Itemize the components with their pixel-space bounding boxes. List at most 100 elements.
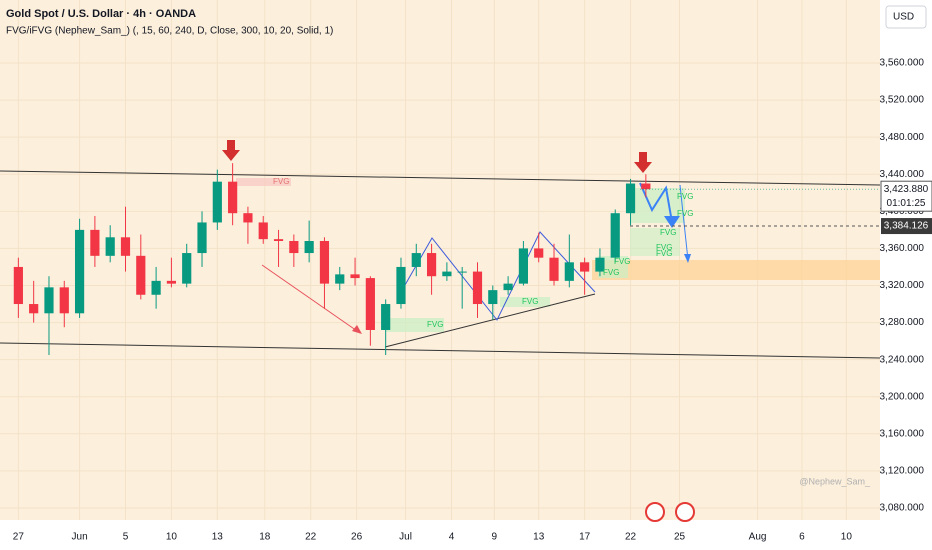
candle-body <box>625 183 636 214</box>
candle-body <box>426 253 437 277</box>
annotation: FVG <box>660 228 676 237</box>
x-tick-label: 10 <box>841 532 853 543</box>
fvg-zone <box>598 256 628 278</box>
x-tick-label: 4 <box>449 532 455 543</box>
zigzag <box>404 231 596 321</box>
y-tick-label: 3,480.000 <box>880 132 925 143</box>
candle-body <box>488 290 498 305</box>
candle-body <box>273 239 284 241</box>
candle-body <box>90 229 100 256</box>
candle-body <box>335 274 345 284</box>
x-tick-label: 10 <box>166 532 178 543</box>
countdown: 01:01:25 <box>887 198 926 209</box>
candle-body <box>105 237 115 256</box>
y-tick-label: 3,440.000 <box>880 169 925 180</box>
candle-body <box>44 287 54 314</box>
candle-body <box>319 240 330 284</box>
candle-body <box>258 222 268 240</box>
candle-body <box>610 213 620 258</box>
indicator: FVG/iFVG (Nephew_Sam_) (, 15, 60, 240, D… <box>6 26 333 37</box>
down-arrow <box>634 152 652 173</box>
x-tick-label: 6 <box>799 532 805 543</box>
x-tick-label: 13 <box>533 532 545 543</box>
last-price-label: 3,423.880 <box>884 184 929 195</box>
candle-body <box>641 183 651 190</box>
candle-body <box>228 181 238 214</box>
x-tick-label: 18 <box>259 532 271 543</box>
annotation: FVG <box>677 209 693 218</box>
candle-body <box>243 213 253 223</box>
x-tick-label: Jul <box>399 532 412 543</box>
annotation: FVG <box>677 192 693 201</box>
event-icon[interactable] <box>645 502 665 522</box>
fvg-zone <box>630 228 680 256</box>
candle-body <box>289 240 299 254</box>
candle-body <box>472 271 483 305</box>
x-tick-label: 5 <box>123 532 129 543</box>
candle-body <box>442 271 452 277</box>
x-tick-label: 22 <box>305 532 317 543</box>
candle-body <box>518 248 528 284</box>
candle-body <box>457 271 467 273</box>
candle-body <box>534 248 544 258</box>
annotation: FVG <box>522 297 538 306</box>
y-tick-label: 3,360.000 <box>880 243 925 254</box>
candle-body <box>350 274 360 279</box>
fvg-zone <box>386 318 444 332</box>
candle-body <box>396 266 406 305</box>
candle-body <box>151 280 161 295</box>
y-tick-label: 3,240.000 <box>880 354 925 365</box>
arrow <box>679 184 689 261</box>
candle-body <box>411 253 421 267</box>
down-arrow <box>222 140 240 161</box>
y-tick-label: 3,120.000 <box>880 466 925 477</box>
candle-body <box>136 255 146 295</box>
x-tick-label: 13 <box>212 532 224 543</box>
x-tick-label: 22 <box>625 532 637 543</box>
annotation: FVG <box>614 257 630 266</box>
candle-body <box>212 181 222 223</box>
annotation: FVG <box>603 268 619 277</box>
candle-body <box>182 253 192 284</box>
currency-button[interactable] <box>885 5 927 29</box>
x-tick-label: Aug <box>749 532 767 543</box>
annotation: FVG <box>656 243 672 252</box>
event-icon[interactable] <box>675 502 695 522</box>
y-tick-label: 3,160.000 <box>880 428 925 439</box>
arrow-head <box>684 254 691 263</box>
annotation: FVG <box>656 249 672 258</box>
x-tick-label: Jun <box>72 532 88 543</box>
candle-body <box>580 262 590 272</box>
channel-line <box>0 170 881 186</box>
arrow-head <box>664 216 680 228</box>
candle-body <box>59 287 69 314</box>
candle-body <box>197 222 207 254</box>
candle-body <box>74 229 85 314</box>
arrow-head <box>352 325 362 334</box>
y-tick-label: 3,080.000 <box>880 503 925 514</box>
last-price-box <box>880 180 932 212</box>
price-axis <box>880 0 932 550</box>
candle-body <box>166 280 176 284</box>
level-label: 3,384.126 <box>884 221 929 232</box>
x-tick-label: 25 <box>674 532 686 543</box>
y-tick-label: 3,200.000 <box>880 391 925 402</box>
x-tick-label: 26 <box>351 532 363 543</box>
y-tick-label: 3,560.000 <box>880 58 925 69</box>
candle-body <box>503 283 513 291</box>
fvg-zone <box>236 178 291 186</box>
candle-body <box>365 278 375 330</box>
fvg-zone <box>500 297 550 307</box>
candles <box>13 163 651 356</box>
x-tick-label: 9 <box>492 532 498 543</box>
candle-body <box>29 304 39 314</box>
y-tick-label: 3,280.000 <box>880 317 925 328</box>
candle-body <box>304 240 314 254</box>
arrow <box>261 264 361 334</box>
time-axis <box>0 520 880 550</box>
currency: USD <box>893 12 914 23</box>
candle-body <box>381 304 391 330</box>
candle-body <box>595 257 605 272</box>
channel-line <box>0 342 881 359</box>
title: Gold Spot / U.S. Dollar · 4h · OANDA <box>6 8 196 20</box>
